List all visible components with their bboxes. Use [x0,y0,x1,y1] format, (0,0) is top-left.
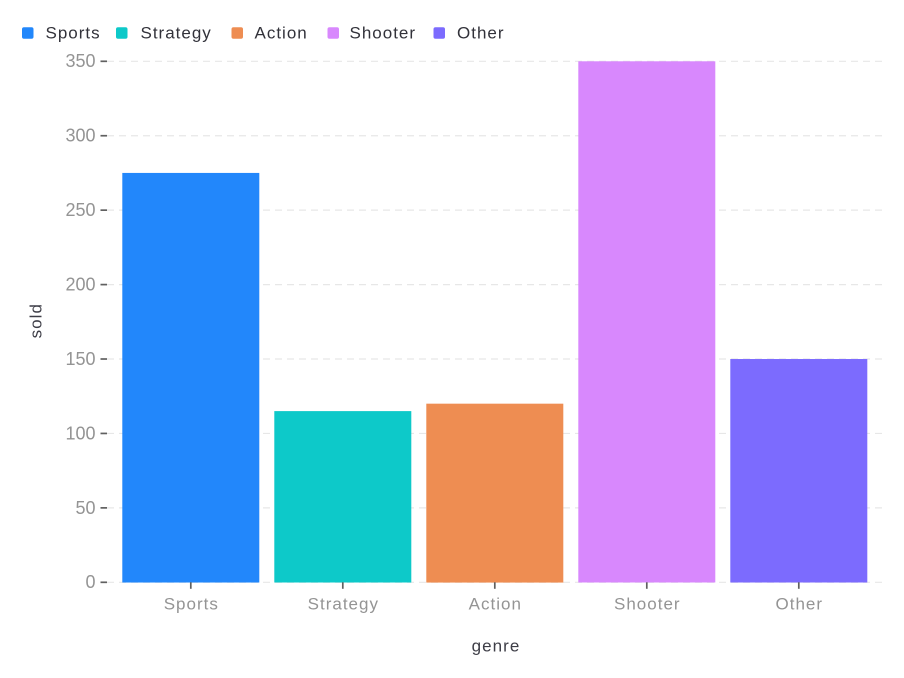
svg-text:0: 0 [85,572,95,592]
svg-text:Strategy: Strategy [141,24,212,43]
svg-text:sold: sold [26,303,45,338]
svg-text:Shooter: Shooter [614,595,681,614]
svg-text:Action: Action [469,595,522,614]
svg-text:Sports: Sports [164,595,219,614]
svg-text:50: 50 [75,498,95,518]
svg-text:250: 250 [65,200,95,220]
svg-text:Strategy: Strategy [308,595,379,614]
svg-text:Sports: Sports [46,24,101,43]
svg-text:Other: Other [457,24,505,43]
svg-text:100: 100 [65,423,95,443]
svg-text:genre: genre [472,637,521,656]
svg-text:350: 350 [65,51,95,71]
svg-text:150: 150 [65,349,95,369]
svg-text:Shooter: Shooter [350,24,417,43]
svg-text:300: 300 [65,126,95,146]
svg-text:200: 200 [65,275,95,295]
svg-text:Action: Action [255,24,308,43]
svg-text:Other: Other [776,595,824,614]
